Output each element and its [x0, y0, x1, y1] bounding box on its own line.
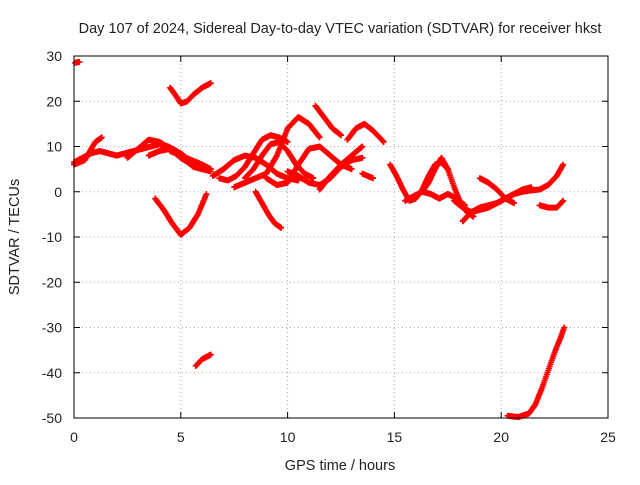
data-point-marks [167, 148, 214, 173]
data-point-marks [216, 132, 291, 184]
data-points [71, 58, 568, 421]
y-tick-label: -30 [42, 320, 62, 336]
data-series-arc-20 [359, 170, 376, 182]
data-series-arc-26 [476, 175, 517, 207]
y-tick-label: 10 [46, 139, 62, 155]
chart-title: Day 107 of 2024, Sidereal Day-to-day VTE… [79, 21, 602, 37]
y-tick-label: 30 [46, 48, 62, 64]
data-point-marks [316, 143, 366, 193]
y-tick-label: -40 [42, 365, 62, 381]
x-tick-label: 0 [70, 429, 78, 445]
y-tick-label: 0 [54, 184, 62, 200]
data-point-marks [167, 80, 214, 107]
data-series-arc-01 [72, 58, 83, 66]
data-series-arc-06 [167, 148, 214, 173]
y-tick-label: -20 [42, 274, 62, 290]
data-point-marks [359, 170, 376, 182]
data-series-arc-07 [167, 80, 214, 107]
data-series-arc-13 [252, 188, 285, 231]
data-point-marks [536, 197, 567, 211]
data-point-marks [252, 188, 285, 231]
x-tick-label: 5 [177, 429, 185, 445]
x-tick-label: 25 [600, 429, 616, 445]
data-point-marks [192, 351, 214, 369]
data-series-arc-09 [192, 351, 214, 369]
x-axis-label: GPS time / hours [285, 458, 395, 474]
x-tick-label: 20 [493, 429, 509, 445]
data-series-arc-11 [216, 132, 291, 184]
y-axis-label: SDTVAR / TECUs [7, 179, 23, 295]
y-tick-label: -50 [42, 410, 62, 426]
data-series-arc-08 [152, 191, 210, 238]
axis-ticks: 0 5 10 15 20 25 30 20 10 0 -10 -20 -30 -40 -50 [42, 48, 616, 445]
data-point-marks [312, 102, 344, 139]
y-tick-label: -10 [42, 229, 62, 245]
data-series-arc-27 [536, 197, 567, 211]
data-point-marks [476, 175, 517, 207]
data-series-arc-18 [312, 102, 344, 139]
data-point-marks [152, 191, 210, 238]
data-point-marks [344, 120, 387, 145]
y-tick-label: 20 [46, 93, 62, 109]
data-point-marks [504, 324, 568, 421]
data-series-arc-19 [344, 120, 387, 145]
x-tick-label: 15 [387, 429, 403, 445]
data-point-marks [72, 58, 83, 66]
x-tick-label: 10 [280, 429, 296, 445]
data-series-arc-28 [504, 324, 568, 421]
data-series-arc-17 [316, 143, 366, 193]
